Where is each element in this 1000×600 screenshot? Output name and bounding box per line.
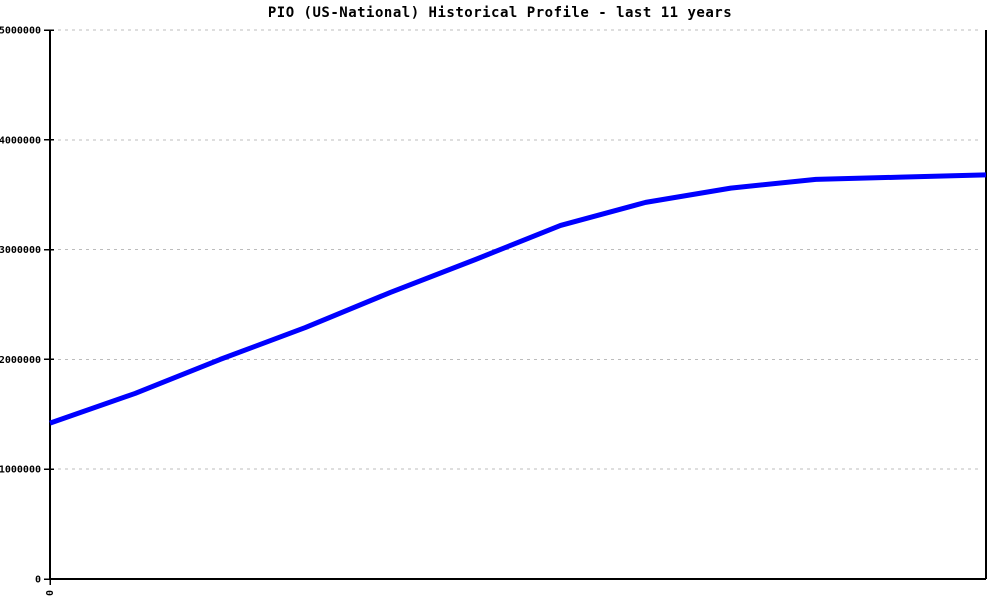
x-tick-label: 0 (45, 590, 56, 596)
y-tick-label: 4000000 (0, 135, 41, 146)
y-tick-label: 3000000 (0, 245, 41, 256)
y-tick-label: 1000000 (0, 465, 41, 476)
data-line (49, 172, 987, 426)
chart-title: PIO (US-National) Historical Profile - l… (267, 5, 733, 21)
y-tick-label: 5000000 (0, 26, 41, 37)
y-tick-label: 2000000 (0, 355, 41, 366)
y-tick-label: 0 (35, 575, 41, 586)
